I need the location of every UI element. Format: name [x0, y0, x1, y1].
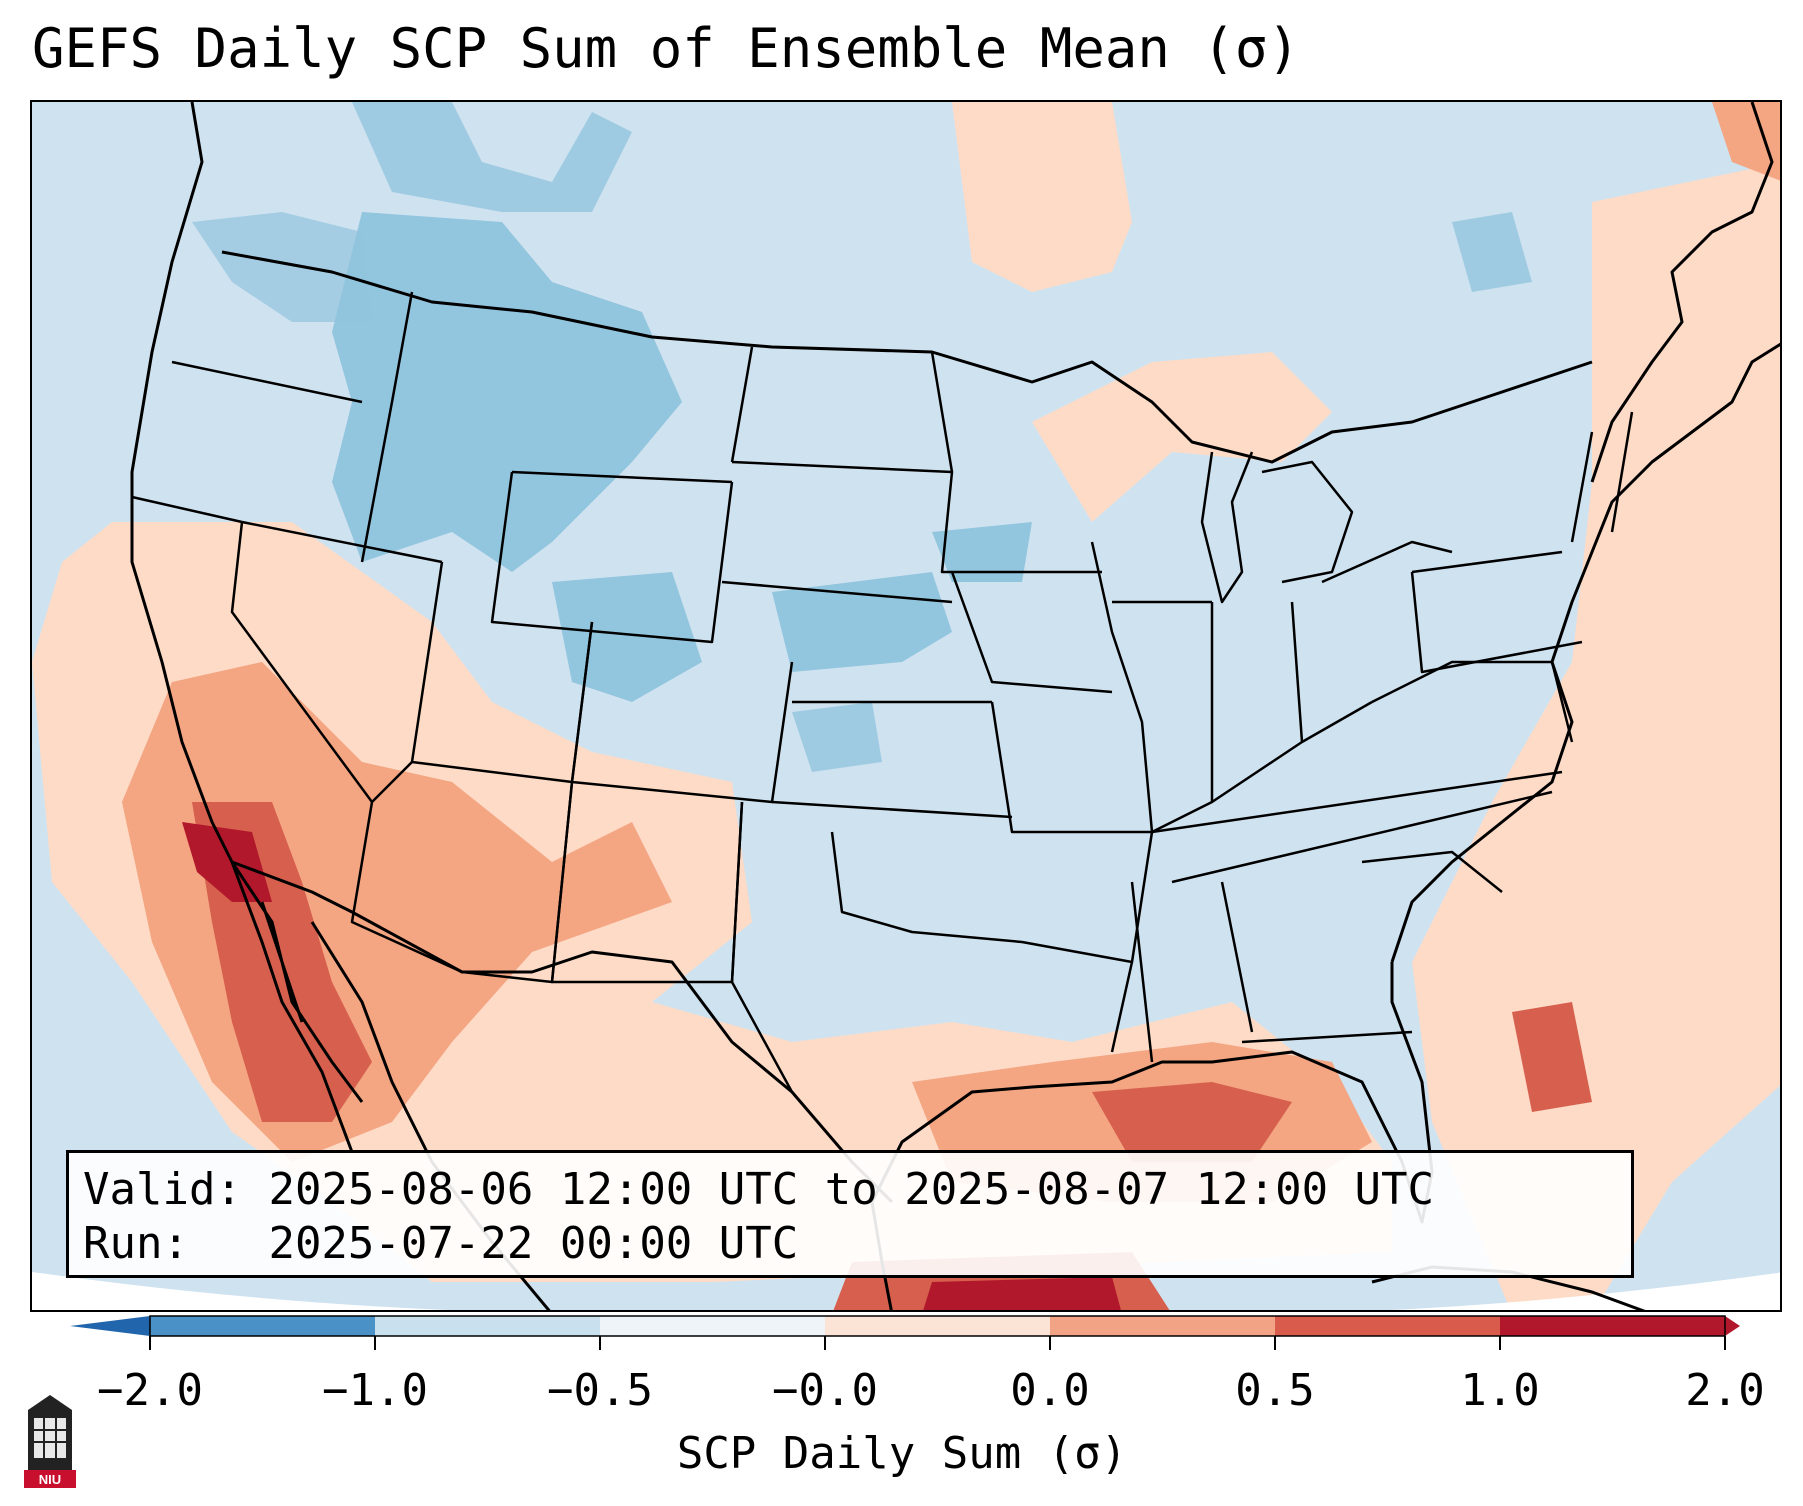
colorbar-segment — [600, 1316, 826, 1336]
colorbar-outline — [149, 1315, 1726, 1337]
negative-anomalies — [192, 102, 1692, 812]
pa-border — [1410, 571, 1583, 674]
ia-mo-border — [950, 571, 1113, 694]
colorbar-segment — [1050, 1316, 1276, 1336]
colorbar — [70, 1315, 1740, 1350]
colorbar-segment — [375, 1316, 601, 1336]
idaho-negative — [392, 422, 472, 522]
sd-ne-border — [721, 580, 953, 604]
projection-edge — [32, 1272, 448, 1310]
ca-nv-border — [230, 521, 374, 803]
caribbean-strong-positive — [923, 1277, 1121, 1310]
canada-atlantic-coast — [1590, 102, 1774, 483]
valid-value: 2025-08-06 12:00 UTC to 2025-08-07 12:00… — [268, 1164, 1435, 1215]
mn-border — [930, 351, 1102, 574]
colorbar-segments — [150, 1316, 1726, 1336]
atlantic-strong-positive — [1512, 1002, 1592, 1112]
colorbar-segment — [1275, 1316, 1501, 1336]
colorbar-extend-high — [1725, 1316, 1740, 1336]
tn-border — [1151, 770, 1563, 834]
niu-logo-text: NIU — [39, 1472, 61, 1487]
new-england-border — [1570, 411, 1634, 543]
ok-tx-border — [830, 831, 1023, 944]
colorbar-extend-low — [70, 1316, 150, 1336]
pa-ny-border — [1411, 550, 1563, 574]
map-svg — [32, 102, 1780, 1310]
lake-erie — [1321, 540, 1453, 584]
baja-california — [230, 861, 364, 1103]
mo-ar-border — [990, 701, 1152, 834]
colorbar-tick-label: −0.0 — [772, 1365, 878, 1416]
quebec-negative — [1452, 212, 1532, 292]
id-mt-border — [360, 291, 414, 563]
us-canada-border — [221, 250, 1593, 464]
al-ga-border — [1220, 881, 1254, 1033]
pacific-coast — [130, 102, 354, 1153]
projection-edge-right — [1390, 1272, 1780, 1310]
colorbar-tick-label: −2.0 — [97, 1365, 203, 1416]
northeast-positive — [1712, 102, 1780, 181]
nv-id-border — [241, 520, 443, 564]
us-mexico-border — [231, 860, 894, 1204]
colorado-negative — [552, 572, 702, 702]
wa-or-border — [171, 360, 363, 404]
lake-michigan-east — [1261, 460, 1354, 584]
run-value: 2025-07-22 00:00 UTC — [268, 1218, 799, 1269]
colorbar-tick-label: −1.0 — [322, 1365, 428, 1416]
great-lakes-positive — [1032, 352, 1332, 522]
ms-al-border — [1130, 881, 1154, 1063]
ks-ok-border — [771, 800, 1013, 819]
atlantic-coast — [1390, 342, 1780, 963]
canada-negative — [352, 102, 632, 212]
lake-michigan — [1200, 451, 1254, 604]
colorbar-segment — [1500, 1316, 1726, 1336]
great-plains-north-positive — [952, 102, 1132, 292]
colorbar-tick-label: 2.0 — [1685, 1365, 1765, 1416]
colorbar-tick-label: 0.0 — [1010, 1365, 1090, 1416]
iowa-negative — [932, 522, 1032, 582]
coastlines — [130, 102, 1780, 1310]
or-ca-border — [131, 495, 243, 524]
colorbar-label: SCP Daily Sum (σ) — [676, 1428, 1128, 1479]
in-oh-border — [1290, 601, 1304, 743]
colorbar-ticks — [149, 1336, 1726, 1350]
colorbar-tick-label: 1.0 — [1460, 1365, 1540, 1416]
va-border — [1371, 660, 1574, 743]
nd-sd-border — [731, 460, 953, 474]
ky-tn-border — [1171, 790, 1553, 884]
mt-nd-border — [730, 346, 754, 463]
map-panel — [30, 100, 1782, 1312]
kansas-negative — [792, 702, 882, 772]
co-border — [570, 621, 794, 804]
washington-negative — [192, 212, 372, 322]
nc-sc-border — [1361, 850, 1503, 893]
southern-california-positive — [182, 822, 272, 902]
colorbar-segment — [825, 1316, 1051, 1336]
chart-title: GEFS Daily SCP Sum of Ensemble Mean (σ) — [32, 17, 1300, 80]
mississippi-river — [1090, 541, 1154, 963]
gulf-coast-strong-positive — [1092, 1082, 1292, 1162]
niu-logo: NIU — [24, 1395, 76, 1488]
tx-border — [730, 801, 794, 1093]
colorbar-tick-label: 0.5 — [1235, 1365, 1315, 1416]
colorbar-segment — [150, 1316, 376, 1336]
valid-label: Valid: — [83, 1164, 242, 1215]
run-label: Run: — [83, 1218, 189, 1269]
colorbar-tick-label: −0.5 — [547, 1365, 653, 1416]
ohio-river — [1151, 700, 1373, 834]
wy-border — [490, 471, 734, 644]
ga-fl-border — [1241, 1030, 1413, 1044]
mt-wy-border — [511, 470, 733, 484]
atlantic-positive — [1412, 162, 1780, 1310]
valid-run-info-box: Valid: 2025-08-06 12:00 UTC to 2025-08-0… — [66, 1150, 1634, 1278]
state-borders — [131, 291, 1634, 1093]
